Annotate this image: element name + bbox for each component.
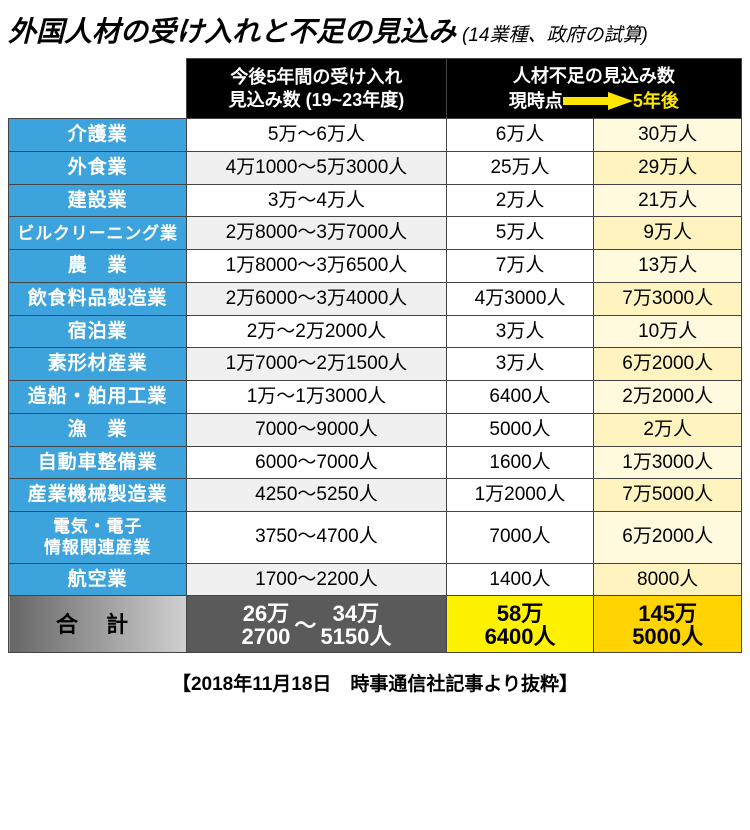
later-cell: 21万人 — [594, 184, 742, 217]
industry-cell: 漁 業 — [9, 413, 187, 446]
now-cell: 6万人 — [446, 119, 594, 152]
header-shortage-l1: 人材不足の見込み数 — [513, 66, 675, 86]
intake-cell: 1万7000～2万1500人 — [187, 348, 447, 381]
now-cell: 1600人 — [446, 446, 594, 479]
arrow-icon — [563, 92, 633, 110]
total-tilde: ～ — [294, 612, 316, 640]
header-intake: 今後5年間の受け入れ 見込み数 (19~23年度) — [187, 59, 447, 119]
now-cell: 3万人 — [446, 315, 594, 348]
intake-cell: 1700～2200人 — [187, 563, 447, 596]
table-row: 自動車整備業6000～7000人1600人1万3000人 — [9, 446, 742, 479]
now-cell: 7万人 — [446, 250, 594, 283]
table-row: 航空業1700～2200人1400人8000人 — [9, 563, 742, 596]
total-now: 58万 6400人 — [446, 596, 594, 653]
intake-cell: 6000～7000人 — [187, 446, 447, 479]
table-row: 介護業5万～6万人6万人30万人 — [9, 119, 742, 152]
later-cell: 8000人 — [594, 563, 742, 596]
now-cell: 4万3000人 — [446, 282, 594, 315]
table-row: 建設業3万～4万人2万人21万人 — [9, 184, 742, 217]
table-row: 造船・舶用工業1万～1万3000人6400人2万2000人 — [9, 381, 742, 414]
now-cell: 5000人 — [446, 413, 594, 446]
later-cell: 13万人 — [594, 250, 742, 283]
later-cell: 10万人 — [594, 315, 742, 348]
later-cell: 29万人 — [594, 151, 742, 184]
intake-cell: 2万～2万2000人 — [187, 315, 447, 348]
intake-cell: 1万～1万3000人 — [187, 381, 447, 414]
total-later-bot: 5000人 — [632, 625, 703, 648]
table-row: 飲食料品製造業2万6000～3万4000人4万3000人7万3000人 — [9, 282, 742, 315]
total-now-bot: 6400人 — [485, 625, 556, 648]
later-cell: 2万人 — [594, 413, 742, 446]
total-later: 145万 5000人 — [594, 596, 742, 653]
data-table: 今後5年間の受け入れ 見込み数 (19~23年度) 人材不足の見込み数 現時点 … — [8, 58, 742, 653]
industry-cell: 産業機械製造業 — [9, 479, 187, 512]
intake-cell: 2万6000～3万4000人 — [187, 282, 447, 315]
table-row: 外食業4万1000～5万3000人25万人29万人 — [9, 151, 742, 184]
industry-cell: ビルクリーニング業 — [9, 217, 187, 250]
industry-cell: 飲食料品製造業 — [9, 282, 187, 315]
intake-cell: 3万～4万人 — [187, 184, 447, 217]
total-intake: 26万 2700 ～ 34万 5150人 — [187, 596, 447, 653]
intake-cell: 4250～5250人 — [187, 479, 447, 512]
intake-cell: 2万8000～3万7000人 — [187, 217, 447, 250]
total-intake-top-a: 26万 — [241, 602, 290, 625]
now-cell: 1万2000人 — [446, 479, 594, 512]
later-cell: 6万2000人 — [594, 348, 742, 381]
industry-cell: 介護業 — [9, 119, 187, 152]
industry-cell: 農 業 — [9, 250, 187, 283]
now-cell: 6400人 — [446, 381, 594, 414]
later-cell: 7万3000人 — [594, 282, 742, 315]
total-intake-bot-a: 2700 — [241, 625, 290, 648]
intake-cell: 7000～9000人 — [187, 413, 447, 446]
header-empty — [9, 59, 187, 119]
industry-cell: 航空業 — [9, 563, 187, 596]
header-now-label: 現時点 — [509, 90, 563, 113]
industry-cell: 宿泊業 — [9, 315, 187, 348]
source-caption: 【2018年11月18日 時事通信社記事より抜粋】 — [8, 669, 742, 696]
table-row: 素形材産業1万7000～2万1500人3万人6万2000人 — [9, 348, 742, 381]
table-row: ビルクリーニング業2万8000～3万7000人5万人9万人 — [9, 217, 742, 250]
header-intake-l1: 今後5年間の受け入れ — [230, 67, 402, 87]
intake-cell: 4万1000～5万3000人 — [187, 151, 447, 184]
later-cell: 2万2000人 — [594, 381, 742, 414]
intake-cell: 1万8000～3万6500人 — [187, 250, 447, 283]
industry-cell: 素形材産業 — [9, 348, 187, 381]
total-now-top: 58万 — [485, 602, 556, 625]
now-cell: 2万人 — [446, 184, 594, 217]
header-intake-l2: 見込み数 (19~23年度) — [229, 90, 405, 110]
total-later-top: 145万 — [632, 602, 703, 625]
table-row: 農 業1万8000～3万6500人7万人13万人 — [9, 250, 742, 283]
later-cell: 6万2000人 — [594, 512, 742, 564]
intake-cell: 5万～6万人 — [187, 119, 447, 152]
industry-cell: 電気・電子情報関連産業 — [9, 512, 187, 564]
header-shortage: 人材不足の見込み数 現時点 5年後 — [446, 59, 741, 119]
total-intake-bot-b: 5150人 — [320, 625, 391, 648]
page-subtitle: (14業種、政府の試算) — [462, 20, 648, 47]
now-cell: 3万人 — [446, 348, 594, 381]
now-cell: 25万人 — [446, 151, 594, 184]
total-intake-top-b: 34万 — [320, 602, 391, 625]
later-cell: 30万人 — [594, 119, 742, 152]
later-cell: 1万3000人 — [594, 446, 742, 479]
industry-cell: 建設業 — [9, 184, 187, 217]
now-cell: 1400人 — [446, 563, 594, 596]
title-row: 外国人材の受け入れと不足の見込み (14業種、政府の試算) — [8, 10, 742, 50]
industry-cell: 外食業 — [9, 151, 187, 184]
intake-cell: 3750～4700人 — [187, 512, 447, 564]
table-row: 電気・電子情報関連産業3750～4700人7000人6万2000人 — [9, 512, 742, 564]
header-later-label: 5年後 — [633, 90, 679, 113]
industry-cell: 自動車整備業 — [9, 446, 187, 479]
table-row: 宿泊業2万～2万2000人3万人10万人 — [9, 315, 742, 348]
later-cell: 7万5000人 — [594, 479, 742, 512]
page-title: 外国人材の受け入れと不足の見込み — [8, 10, 456, 50]
table-row: 漁 業7000～9000人5000人2万人 — [9, 413, 742, 446]
later-cell: 9万人 — [594, 217, 742, 250]
table-row: 産業機械製造業4250～5250人1万2000人7万5000人 — [9, 479, 742, 512]
industry-cell: 造船・舶用工業 — [9, 381, 187, 414]
now-cell: 5万人 — [446, 217, 594, 250]
now-cell: 7000人 — [446, 512, 594, 564]
total-label: 合 計 — [9, 596, 187, 653]
